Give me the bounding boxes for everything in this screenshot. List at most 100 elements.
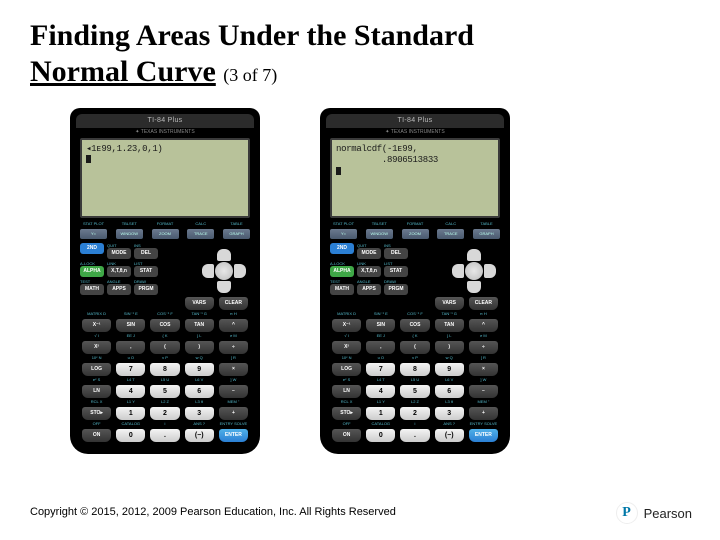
key-7[interactable]: 7 [366, 363, 395, 376]
key-LOG[interactable]: LOG [82, 363, 111, 376]
key-3[interactable]: 3 [435, 407, 464, 420]
key-ALPHA[interactable]: ALPHA [330, 266, 354, 277]
key-X,T,θ,n[interactable]: X,T,θ,n [357, 266, 381, 277]
key-2ND[interactable]: 2ND [80, 243, 104, 254]
key-5[interactable]: 5 [150, 385, 179, 398]
key-LOG[interactable]: LOG [332, 363, 361, 376]
key-3[interactable]: 3 [185, 407, 214, 420]
key-^[interactable]: ^ [219, 319, 248, 332]
key-(−)[interactable]: (−) [185, 429, 214, 442]
key-SIN[interactable]: SIN [116, 319, 145, 332]
key-X,T,θ,n[interactable]: X,T,θ,n [107, 266, 131, 277]
key-COS[interactable]: COS [150, 319, 179, 332]
key-×[interactable]: × [219, 363, 248, 376]
key-,[interactable]: , [116, 341, 145, 354]
key-LN[interactable]: LN [332, 385, 361, 398]
key-STO▸[interactable]: STO▸ [82, 407, 111, 420]
key-1[interactable]: 1 [116, 407, 145, 420]
key-0[interactable]: 0 [366, 429, 395, 442]
key-ON[interactable]: ON [332, 429, 361, 442]
key-)[interactable]: ) [435, 341, 464, 354]
fkey-TRACE[interactable]: TRACE [187, 229, 214, 239]
key-ON[interactable]: ON [82, 429, 111, 442]
key-DEL[interactable]: DEL [134, 248, 158, 259]
dpad[interactable] [202, 249, 246, 293]
key-MODE[interactable]: MODE [107, 248, 131, 259]
key-.[interactable]: . [400, 429, 429, 442]
key-VARS[interactable]: VARS [185, 297, 214, 310]
key-4[interactable]: 4 [116, 385, 145, 398]
key-)[interactable]: ) [185, 341, 214, 354]
key-6[interactable]: 6 [435, 385, 464, 398]
key-+[interactable]: + [469, 407, 498, 420]
key-+[interactable]: + [219, 407, 248, 420]
key-1[interactable]: 1 [366, 407, 395, 420]
key-2[interactable]: 2 [150, 407, 179, 420]
key-CLEAR[interactable]: CLEAR [219, 297, 248, 310]
key-X⁻¹[interactable]: X⁻¹ [332, 319, 361, 332]
key-2ND[interactable]: 2ND [330, 243, 354, 254]
key-row-2: LOG 789 × [82, 363, 248, 376]
key-PRGM[interactable]: PRGM [384, 284, 408, 295]
key-VARS[interactable]: VARS [435, 297, 464, 310]
key-÷[interactable]: ÷ [219, 341, 248, 354]
key-ALPHA[interactable]: ALPHA [80, 266, 104, 277]
key-6[interactable]: 6 [185, 385, 214, 398]
key-LN[interactable]: LN [82, 385, 111, 398]
fkey-TRACE[interactable]: TRACE [437, 229, 464, 239]
key-([interactable]: ( [150, 341, 179, 354]
key-ENTER[interactable]: ENTER [469, 429, 498, 442]
key-TAN[interactable]: TAN [435, 319, 464, 332]
key-PRGM[interactable]: PRGM [134, 284, 158, 295]
fkey-ZOOM[interactable]: ZOOM [152, 229, 179, 239]
title-line2: Normal Curve [30, 55, 216, 88]
key-MATH[interactable]: MATH [80, 284, 104, 295]
key-MATH[interactable]: MATH [330, 284, 354, 295]
fkey-GRAPH[interactable]: GRAPH [473, 229, 500, 239]
key-7[interactable]: 7 [116, 363, 145, 376]
key-STAT[interactable]: STAT [134, 266, 158, 277]
key-ENTER[interactable]: ENTER [219, 429, 248, 442]
fkey-Y=[interactable]: Y= [80, 229, 107, 239]
fkey-GRAPH[interactable]: GRAPH [223, 229, 250, 239]
key-.[interactable]: . [150, 429, 179, 442]
key-MODE[interactable]: MODE [357, 248, 381, 259]
key-,[interactable]: , [366, 341, 395, 354]
key-CLEAR[interactable]: CLEAR [469, 297, 498, 310]
fkey-labels: STAT PLOTTBLSETFORMATCALCTABLE [330, 221, 500, 226]
key-^[interactable]: ^ [469, 319, 498, 332]
key-X²[interactable]: X² [332, 341, 361, 354]
fkey-Y=[interactable]: Y= [330, 229, 357, 239]
fkey-WINDOW[interactable]: WINDOW [366, 229, 393, 239]
left-key-grid: 2NDQUITMODEINSDELA-LOCKALPHALINKX,T,θ,nL… [80, 243, 158, 295]
key-8[interactable]: 8 [400, 363, 429, 376]
calc-screen: ◂1ᴇ99,1.23,0,1) [80, 138, 250, 218]
dpad[interactable] [452, 249, 496, 293]
fkey-ZOOM[interactable]: ZOOM [402, 229, 429, 239]
key-SIN[interactable]: SIN [366, 319, 395, 332]
key-STO▸[interactable]: STO▸ [332, 407, 361, 420]
key-TAN[interactable]: TAN [185, 319, 214, 332]
key-APPS[interactable]: APPS [357, 284, 381, 295]
key-2[interactable]: 2 [400, 407, 429, 420]
key-4[interactable]: 4 [366, 385, 395, 398]
key-8[interactable]: 8 [150, 363, 179, 376]
key-STAT[interactable]: STAT [384, 266, 408, 277]
key-COS[interactable]: COS [400, 319, 429, 332]
key-X⁻¹[interactable]: X⁻¹ [82, 319, 111, 332]
key-0[interactable]: 0 [116, 429, 145, 442]
key-X²[interactable]: X² [82, 341, 111, 354]
key-5[interactable]: 5 [400, 385, 429, 398]
key-(−)[interactable]: (−) [435, 429, 464, 442]
key-−[interactable]: − [469, 385, 498, 398]
key-DEL[interactable]: DEL [384, 248, 408, 259]
key-9[interactable]: 9 [435, 363, 464, 376]
fkey-WINDOW[interactable]: WINDOW [116, 229, 143, 239]
calc-model-label: TI-84 Plus [326, 114, 504, 128]
key-APPS[interactable]: APPS [107, 284, 131, 295]
key-−[interactable]: − [219, 385, 248, 398]
key-×[interactable]: × [469, 363, 498, 376]
key-÷[interactable]: ÷ [469, 341, 498, 354]
key-9[interactable]: 9 [185, 363, 214, 376]
key-([interactable]: ( [400, 341, 429, 354]
